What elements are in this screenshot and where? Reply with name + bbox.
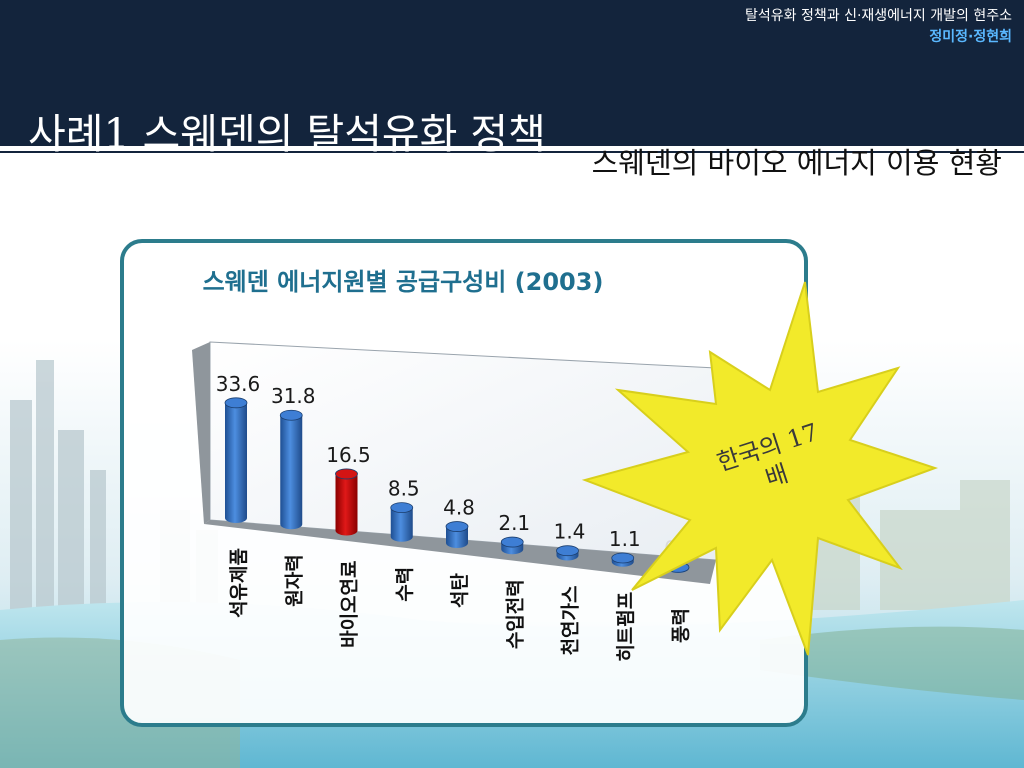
- slide-subtitle: 스웨덴의 바이오 에너지 이용 현황: [591, 146, 1002, 180]
- bar-수입전력: [500, 536, 524, 555]
- slide-header: [0, 0, 1024, 146]
- category-label: 수입전력: [504, 579, 526, 649]
- value-label: 31.8: [271, 384, 316, 408]
- category-label: 원자력: [283, 554, 305, 606]
- bar-수력: [390, 502, 414, 542]
- presentation-title: 탈석유화 정책과 신·재생에너지 개발의 현주소: [745, 8, 1012, 24]
- bar-바이오연료: [335, 468, 358, 536]
- slide-title: 사례1 스웨덴의 탈석유화 정책: [28, 110, 546, 158]
- bar-top: [279, 409, 303, 421]
- bar-원자력: [279, 409, 303, 530]
- bar-석탄: [445, 521, 469, 548]
- bar-히트펌프: [611, 552, 635, 567]
- presentation-authors: 정미정·정현희: [929, 29, 1012, 45]
- value-label: 8.5: [388, 477, 420, 501]
- bar-top: [556, 545, 579, 557]
- category-label: 풍력: [670, 608, 692, 643]
- header-divider-dark: [0, 151, 1024, 153]
- value-label: 33.6: [216, 372, 261, 396]
- bar-top: [500, 536, 524, 548]
- chart-side-wall: [192, 342, 210, 524]
- chart-title: 스웨덴 에너지원별 공급구성비 (2003): [202, 268, 604, 296]
- category-label: 히트펌프: [615, 592, 637, 662]
- bar-body: [446, 526, 468, 548]
- bar-top: [390, 502, 414, 514]
- chart-floor: [204, 520, 716, 584]
- category-label: 석유제품: [228, 548, 250, 618]
- value-label: 16.5: [326, 443, 371, 467]
- category-label: 수력: [394, 567, 416, 602]
- bar-body: [390, 507, 413, 542]
- header-divider: [0, 146, 1024, 150]
- bar-body: [280, 415, 303, 530]
- value-label: 4.8: [443, 496, 475, 520]
- value-label: 1.1: [609, 527, 641, 551]
- category-label: 석탄: [449, 572, 471, 607]
- bar-top: [445, 521, 469, 532]
- category-label: 바이오연료: [339, 561, 361, 648]
- starburst-shape: [581, 281, 939, 656]
- category-label: 천연가스: [560, 586, 582, 656]
- bar-석유제품: [224, 397, 248, 523]
- bar-body: [225, 402, 247, 523]
- bar-top: [224, 397, 248, 409]
- bar-body: [335, 473, 358, 536]
- bar-top: [335, 468, 358, 480]
- bar-천연가스: [556, 545, 579, 561]
- value-label: 2.1: [498, 511, 530, 535]
- value-label: 1.4: [554, 520, 586, 544]
- bar-top: [611, 552, 635, 564]
